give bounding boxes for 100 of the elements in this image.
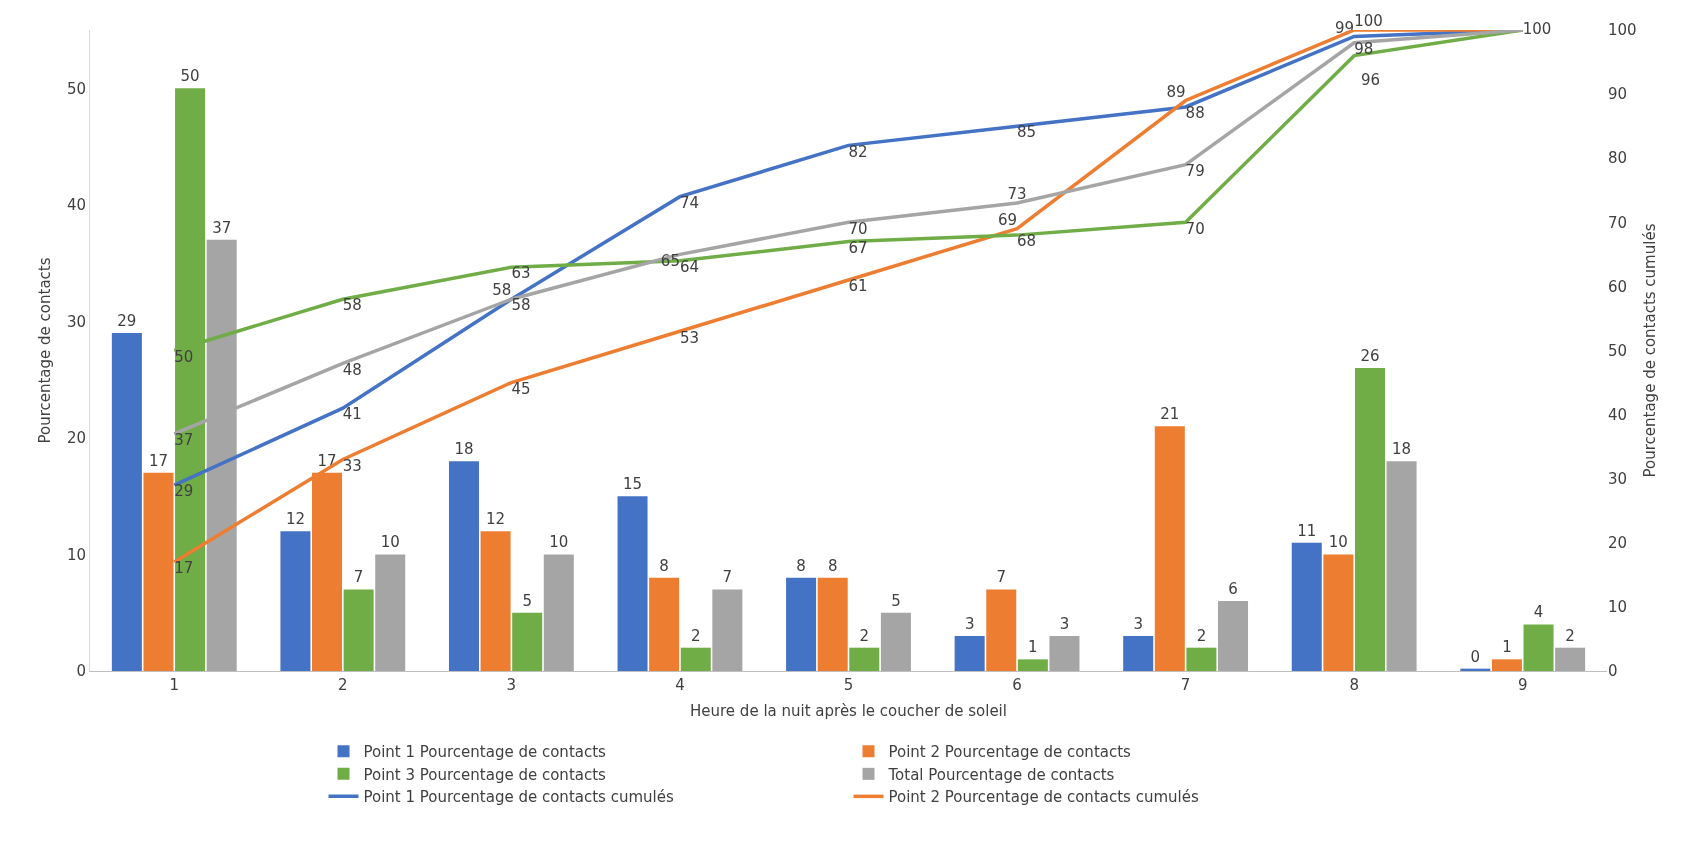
data-label: 18 bbox=[1392, 440, 1412, 459]
data-label: 29 bbox=[174, 482, 194, 501]
data-label: 10 bbox=[1328, 533, 1348, 552]
data-label: 79 bbox=[1185, 161, 1205, 180]
y2-tick-label: 40 bbox=[1608, 405, 1628, 424]
y2-tick-label: 90 bbox=[1608, 85, 1628, 104]
data-label: 7 bbox=[996, 568, 1007, 587]
data-label: 17 bbox=[148, 451, 169, 470]
bar bbox=[712, 589, 743, 671]
bar bbox=[1555, 647, 1586, 671]
y-tick-label: 40 bbox=[66, 196, 86, 215]
x-tick-label: 3 bbox=[506, 676, 517, 694]
bar bbox=[1186, 647, 1217, 671]
data-label: 8 bbox=[827, 556, 838, 575]
data-label: 3 bbox=[1059, 615, 1070, 634]
x-tick-label: 6 bbox=[1012, 676, 1022, 694]
data-label: 4 bbox=[1533, 603, 1544, 622]
data-label: 5 bbox=[891, 591, 901, 610]
legend-label: Point 1 Pourcentage de contacts bbox=[363, 743, 607, 762]
data-label: 18 bbox=[454, 440, 474, 459]
data-label: 2 bbox=[1565, 626, 1575, 645]
data-label: 58 bbox=[492, 281, 512, 300]
data-label: 73 bbox=[1007, 185, 1027, 204]
data-label: 74 bbox=[679, 193, 700, 212]
y2-tick-label: 100 bbox=[1608, 21, 1637, 40]
data-label: 10 bbox=[549, 533, 569, 552]
bar bbox=[617, 496, 648, 671]
data-label: 89 bbox=[1166, 82, 1186, 101]
data-label: 85 bbox=[1017, 123, 1037, 142]
data-label: 69 bbox=[997, 210, 1018, 229]
data-label: 12 bbox=[486, 510, 506, 529]
bar bbox=[280, 531, 311, 671]
data-label: 2 bbox=[859, 626, 870, 645]
bar bbox=[1154, 426, 1185, 671]
bar bbox=[1123, 636, 1154, 671]
data-label: 53 bbox=[679, 328, 700, 347]
data-label: 3 bbox=[964, 615, 975, 634]
y-tick-label: 20 bbox=[66, 429, 86, 448]
y2-tick-label: 70 bbox=[1608, 213, 1628, 232]
bar bbox=[649, 577, 680, 671]
data-label: 12 bbox=[285, 510, 305, 529]
data-label: 6 bbox=[1228, 580, 1238, 599]
bar bbox=[111, 333, 142, 671]
data-label: 8 bbox=[796, 556, 806, 575]
y2-tick-label: 30 bbox=[1608, 469, 1628, 488]
legend-label: Point 2 Pourcentage de contacts bbox=[888, 743, 1132, 762]
data-label: 70 bbox=[1185, 219, 1205, 238]
bar bbox=[1049, 636, 1080, 671]
bar bbox=[1291, 542, 1322, 671]
x-tick-label: 7 bbox=[1180, 676, 1191, 694]
data-label: 1 bbox=[1028, 638, 1038, 657]
data-label: 45 bbox=[511, 379, 531, 398]
x-tick-label: 5 bbox=[843, 676, 854, 694]
y2-tick-label: 50 bbox=[1608, 341, 1628, 360]
data-label: 21 bbox=[1160, 405, 1180, 424]
data-label: 15 bbox=[622, 475, 643, 494]
bar bbox=[480, 531, 511, 671]
x-tick-label: 9 bbox=[1517, 676, 1528, 694]
bar bbox=[986, 589, 1017, 671]
bar bbox=[375, 554, 406, 671]
legend-label: Total Pourcentage de contacts bbox=[887, 765, 1115, 784]
bar bbox=[512, 612, 543, 671]
data-label: 41 bbox=[342, 405, 362, 424]
data-label: 50 bbox=[180, 67, 200, 86]
data-label: 8 bbox=[659, 556, 669, 575]
data-label: 2 bbox=[1196, 626, 1207, 645]
legend-label: Point 2 Pourcentage de contacts cumulés bbox=[888, 788, 1199, 807]
data-label: 65 bbox=[660, 251, 680, 270]
bar bbox=[1491, 659, 1522, 671]
bar bbox=[343, 589, 374, 671]
data-label: 58 bbox=[511, 296, 531, 315]
data-label: 64 bbox=[679, 258, 700, 277]
data-label: 68 bbox=[1017, 232, 1037, 251]
x-tick-label: 2 bbox=[338, 676, 348, 694]
data-label: 37 bbox=[212, 218, 232, 237]
y2-tick-label: 80 bbox=[1608, 149, 1628, 168]
data-label: 7 bbox=[353, 568, 364, 587]
data-label: 3 bbox=[1133, 615, 1143, 634]
bar bbox=[1523, 624, 1554, 671]
data-label: 7 bbox=[722, 568, 733, 587]
data-label: 67 bbox=[848, 238, 868, 257]
data-label: 50 bbox=[174, 347, 194, 366]
data-label: 58 bbox=[342, 296, 362, 315]
legend-label: Point 1 Pourcentage de contacts cumulés bbox=[363, 788, 674, 807]
data-label: 61 bbox=[848, 277, 868, 296]
data-label: 5 bbox=[522, 591, 532, 610]
y2-tick-label: 20 bbox=[1608, 534, 1628, 553]
y-tick-label: 50 bbox=[66, 79, 86, 98]
y2-tick-label: 0 bbox=[1608, 662, 1618, 681]
bar bbox=[680, 647, 711, 671]
y2-axis-title: Pourcentage de contacts cumulés bbox=[1640, 223, 1659, 478]
x-tick-label: 1 bbox=[169, 676, 180, 694]
bar bbox=[817, 577, 848, 671]
bar bbox=[1323, 554, 1354, 671]
y-axis-title: Pourcentage de contacts bbox=[36, 257, 54, 444]
data-label: 37 bbox=[174, 431, 194, 450]
data-label: 96 bbox=[1361, 71, 1381, 89]
bar bbox=[543, 554, 574, 671]
bar bbox=[786, 577, 817, 671]
data-label: 10 bbox=[380, 533, 400, 552]
